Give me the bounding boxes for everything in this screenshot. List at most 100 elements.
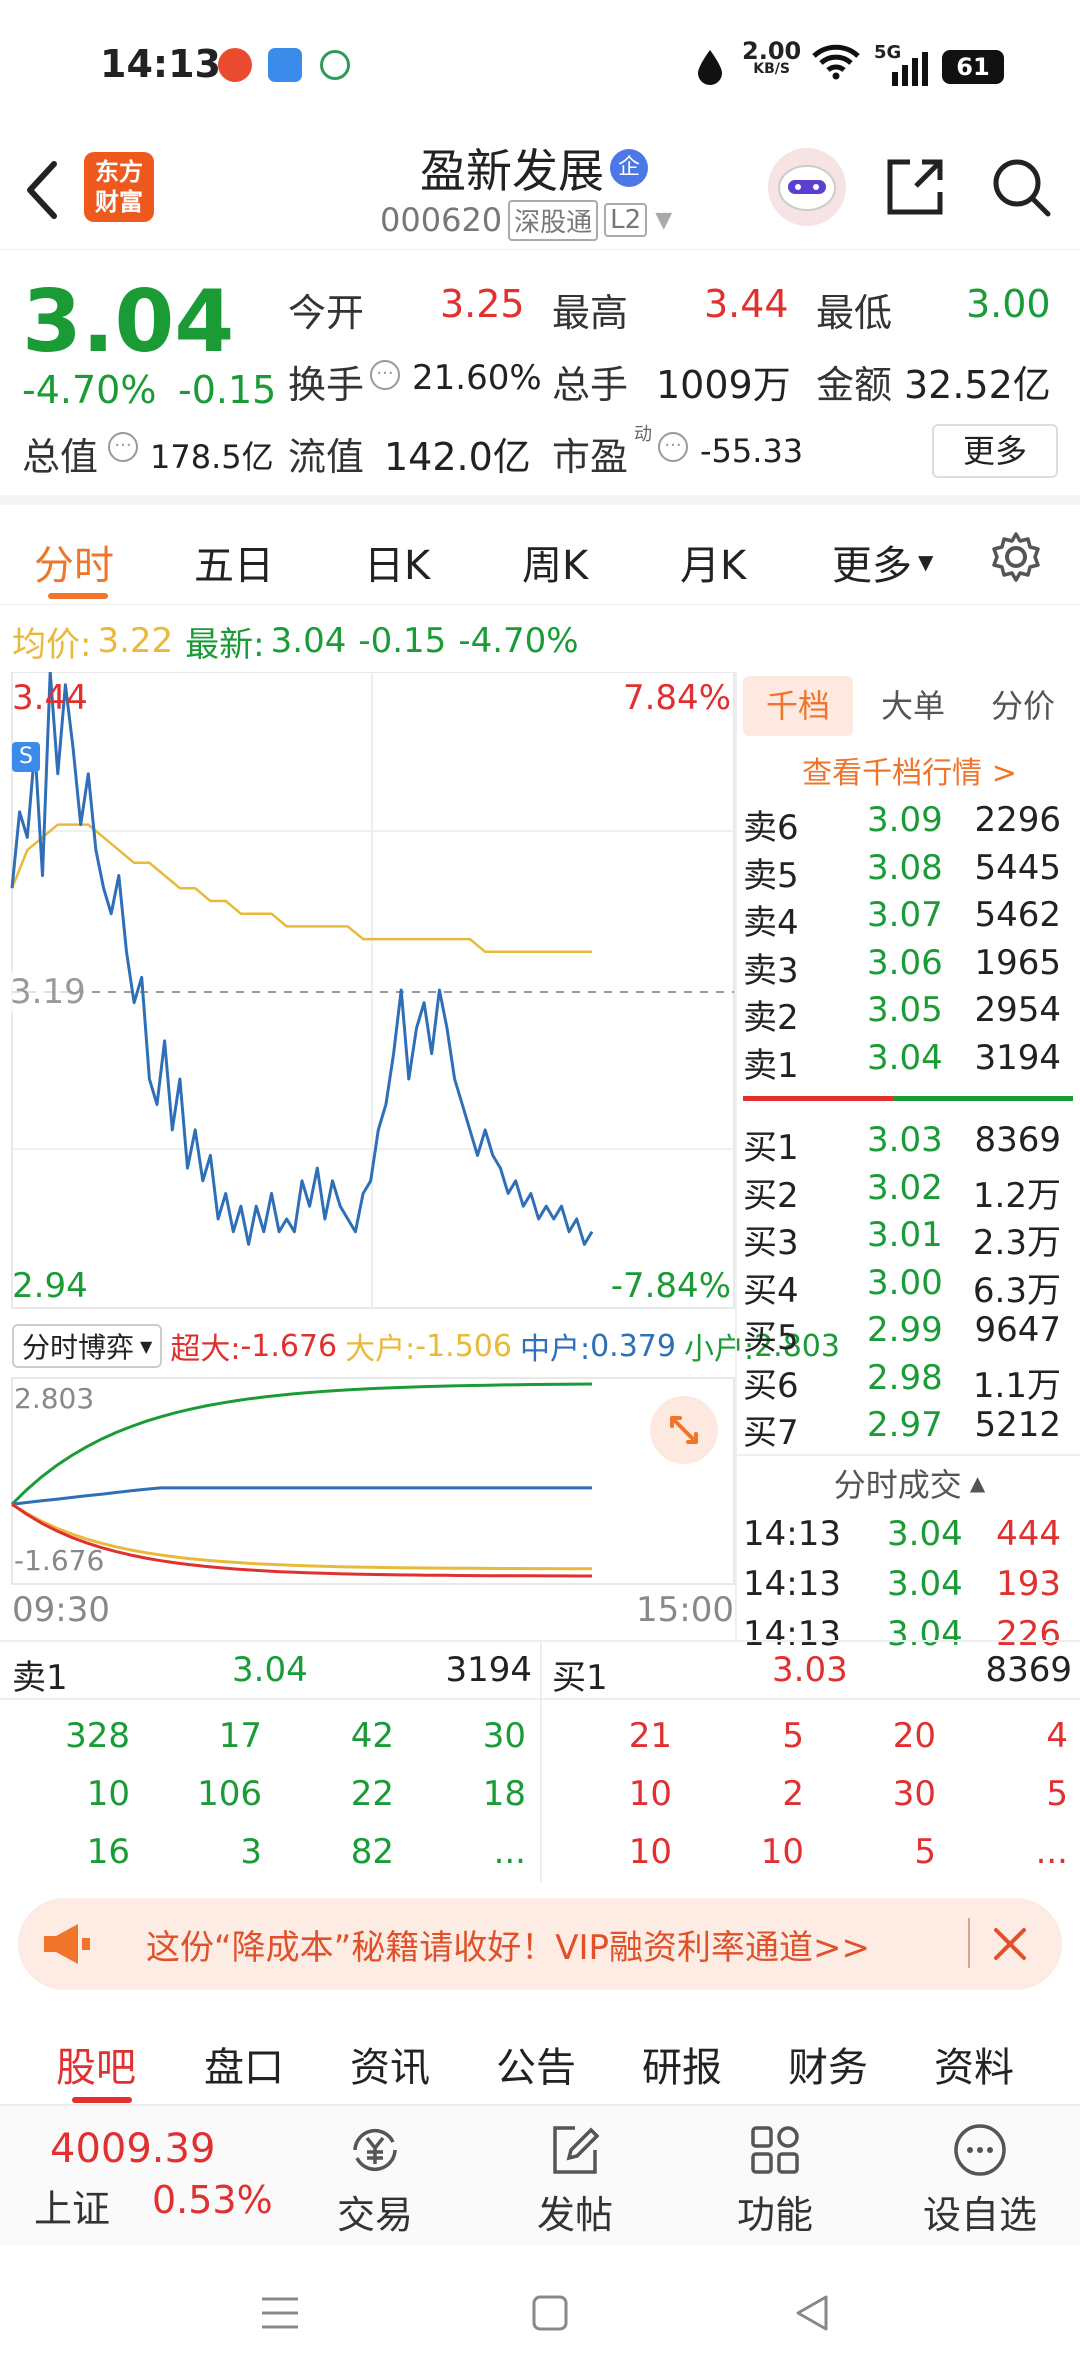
order-book-panel: 千档 大单 分价 查看千档行情 > 卖6 3.09 2296 卖5 3.08 5445 卖4… [735, 672, 1080, 1654]
home-icon[interactable] [532, 2295, 568, 2335]
tab-big-order[interactable]: 大单 [880, 687, 945, 725]
tab-monthly-k[interactable]: 月K [680, 543, 747, 589]
index-value[interactable]: 4009.39 [50, 2126, 216, 2172]
ask-ratio-bar [743, 1096, 893, 1101]
turnover-value: 21.60% [412, 358, 542, 398]
flow-small: 2.803 [754, 1328, 840, 1364]
float-value: 142.0亿 [384, 435, 531, 479]
promo-banner[interactable]: 这份“降成本”秘籍请收好！VIP融资利率通道>> [18, 1898, 1062, 1990]
queue-sell-label: 卖1 [12, 1658, 68, 1698]
bid-level[interactable]: 买4 3.00 6.3万 [743, 1262, 1061, 1311]
tab-research[interactable]: 研报 [642, 2045, 722, 2091]
stock-title-row[interactable]: 盈新发展 企 [420, 138, 648, 198]
back-icon[interactable] [22, 158, 62, 226]
info-icon[interactable]: ··· [108, 432, 138, 462]
time-axis-start: 09:30 [12, 1590, 110, 1630]
data-drop-icon [695, 48, 725, 86]
trades-header[interactable]: 分时成交 ▲ [737, 1454, 1080, 1510]
avg-price: 3.22 [97, 621, 174, 661]
queue-sell-cell: 10 [86, 1774, 130, 1814]
net-speed: 2.00 KB/S [742, 37, 802, 77]
quote-panel: 3.04 -4.70% -0.15 今开 3.25 最高 3.44 最低 3.0… [0, 250, 1080, 505]
info-icon[interactable]: ··· [370, 360, 400, 390]
volume-value: 1009万 [656, 363, 791, 407]
tab-more[interactable]: 更多 ▼ [832, 543, 934, 589]
ask-level[interactable]: 卖5 3.08 5445 [743, 847, 1061, 896]
latest-price: 3.04 [270, 621, 347, 661]
ask-level[interactable]: 卖4 3.07 5462 [743, 895, 1061, 943]
stock-name: 盈新发展 [420, 144, 604, 198]
queue-buy-cell: 5 [782, 1716, 804, 1756]
queue-buy-cell: 5 [1046, 1774, 1068, 1814]
index-name: 上证 [34, 2187, 111, 2231]
functions-button[interactable]: 功能 [720, 2120, 830, 2239]
signal-icon [878, 52, 928, 90]
queue-buy-cell: 2 [782, 1774, 804, 1814]
tab-announcements[interactable]: 公告 [496, 2045, 576, 2091]
tab-news[interactable]: 资讯 [350, 2045, 430, 2091]
tab-weekly-k[interactable]: 周K [522, 543, 589, 589]
pe-dynamic-tag: 动 [634, 424, 652, 445]
add-watchlist-button[interactable]: 设自选 [910, 2120, 1050, 2239]
y-axis-min: 2.94 [12, 1266, 88, 1306]
connect-tag: 深股通 [508, 199, 599, 241]
pct-axis-max: 7.84% [622, 678, 731, 718]
back-nav-icon[interactable] [794, 2293, 830, 2337]
queue-sell-cell: 328 [65, 1716, 130, 1756]
time-axis-end: 15:00 [636, 1590, 734, 1630]
tab-daily-k[interactable]: 日K [364, 543, 431, 589]
volume-label: 总手 [552, 363, 629, 407]
trade-button[interactable]: 交易 [320, 2120, 430, 2239]
queue-buy-price: 3.03 [772, 1650, 848, 1690]
ai-assistant-avatar[interactable] [768, 148, 846, 226]
bid-level[interactable]: 买5 2.99 9647 [743, 1310, 1061, 1358]
bid-level[interactable]: 买2 3.02 1.2万 [743, 1167, 1061, 1216]
expand-icon[interactable] [650, 1396, 718, 1464]
tab-five-day[interactable]: 五日 [194, 543, 274, 589]
chevron-down-icon: ▼ [655, 207, 673, 233]
queue-sell-vol: 3194 [445, 1650, 532, 1690]
tab-full-depth[interactable]: 千档 [743, 676, 853, 736]
high-label: 最高 [552, 291, 629, 335]
tab-price-dist[interactable]: 分价 [990, 687, 1055, 725]
ask-level[interactable]: 卖1 3.04 3194 [743, 1037, 1061, 1086]
latest-pct: -4.70% [458, 621, 579, 661]
queue-sell-price: 3.04 [232, 1650, 308, 1690]
flow-y-max: 2.803 [14, 1382, 95, 1415]
order-queue: 卖1 3.04 3194 买1 3.03 8369 328 17 42 30 10 106… [0, 1640, 1080, 1882]
ask-level[interactable]: 卖2 3.05 2954 [743, 990, 1061, 1038]
bid-level[interactable]: 买3 3.01 2.3万 [743, 1215, 1061, 1263]
tab-intraday[interactable]: 分时 [34, 543, 114, 589]
stock-code-row[interactable]: 000620 深股通 L2 ▼ [380, 199, 673, 241]
post-button[interactable]: 发帖 [520, 2120, 630, 2239]
close-icon[interactable] [990, 1924, 1030, 1968]
low-value: 3.00 [966, 282, 1051, 326]
settings-gear-icon[interactable] [990, 531, 1042, 587]
bid-level[interactable]: 买7 2.97 5212 [743, 1405, 1061, 1453]
promo-text: 这份“降成本”秘籍请收好！VIP融资利率通道>> [146, 1928, 870, 1968]
intraday-chart[interactable]: 3.44 7.84% 3.19 2.94 -7.84% S [0, 672, 735, 1312]
ask-level[interactable]: 卖6 3.09 2296 [743, 800, 1061, 848]
bottom-action-bar: 4009.39 上证 0.53% 交易 发帖 功能 设自选 [0, 2105, 1080, 2245]
capital-flow-chart[interactable]: 2.803 -1.676 [0, 1376, 735, 1586]
float-label: 流值 [288, 435, 365, 479]
tab-forum[interactable]: 股吧 [56, 2045, 136, 2091]
ask-level[interactable]: 卖3 3.06 1965 [743, 942, 1061, 991]
s-marker-icon[interactable]: S [12, 742, 40, 772]
more-button[interactable]: 更多 [932, 424, 1058, 478]
full-depth-link[interactable]: 查看千档行情 > [802, 756, 1017, 791]
bid-level[interactable]: 买6 2.98 1.1万 [743, 1357, 1061, 1406]
info-icon[interactable]: ··· [658, 432, 688, 462]
bid-level[interactable]: 买1 3.03 8369 [743, 1120, 1061, 1168]
tab-profile[interactable]: 资料 [934, 2045, 1014, 2091]
flow-selector-dropdown[interactable]: 分时博弈 ▼ [12, 1324, 163, 1368]
menu-icon[interactable] [260, 2295, 300, 2335]
mcap-value: 178.5亿 [150, 438, 274, 476]
tab-financials[interactable]: 财务 [788, 2045, 868, 2091]
queue-sell-grid: 328 17 42 30 10 106 22 18 16 3 82... [0, 1708, 540, 1882]
search-icon[interactable] [990, 156, 1052, 222]
tab-order-book[interactable]: 盘口 [204, 2045, 284, 2091]
network-type: 5G [874, 42, 902, 63]
share-icon[interactable] [884, 156, 946, 222]
ask-levels: 卖6 3.09 2296 卖5 3.08 5445 卖4 3.07 5462 卖3 3.06 1965… [737, 800, 1080, 1100]
